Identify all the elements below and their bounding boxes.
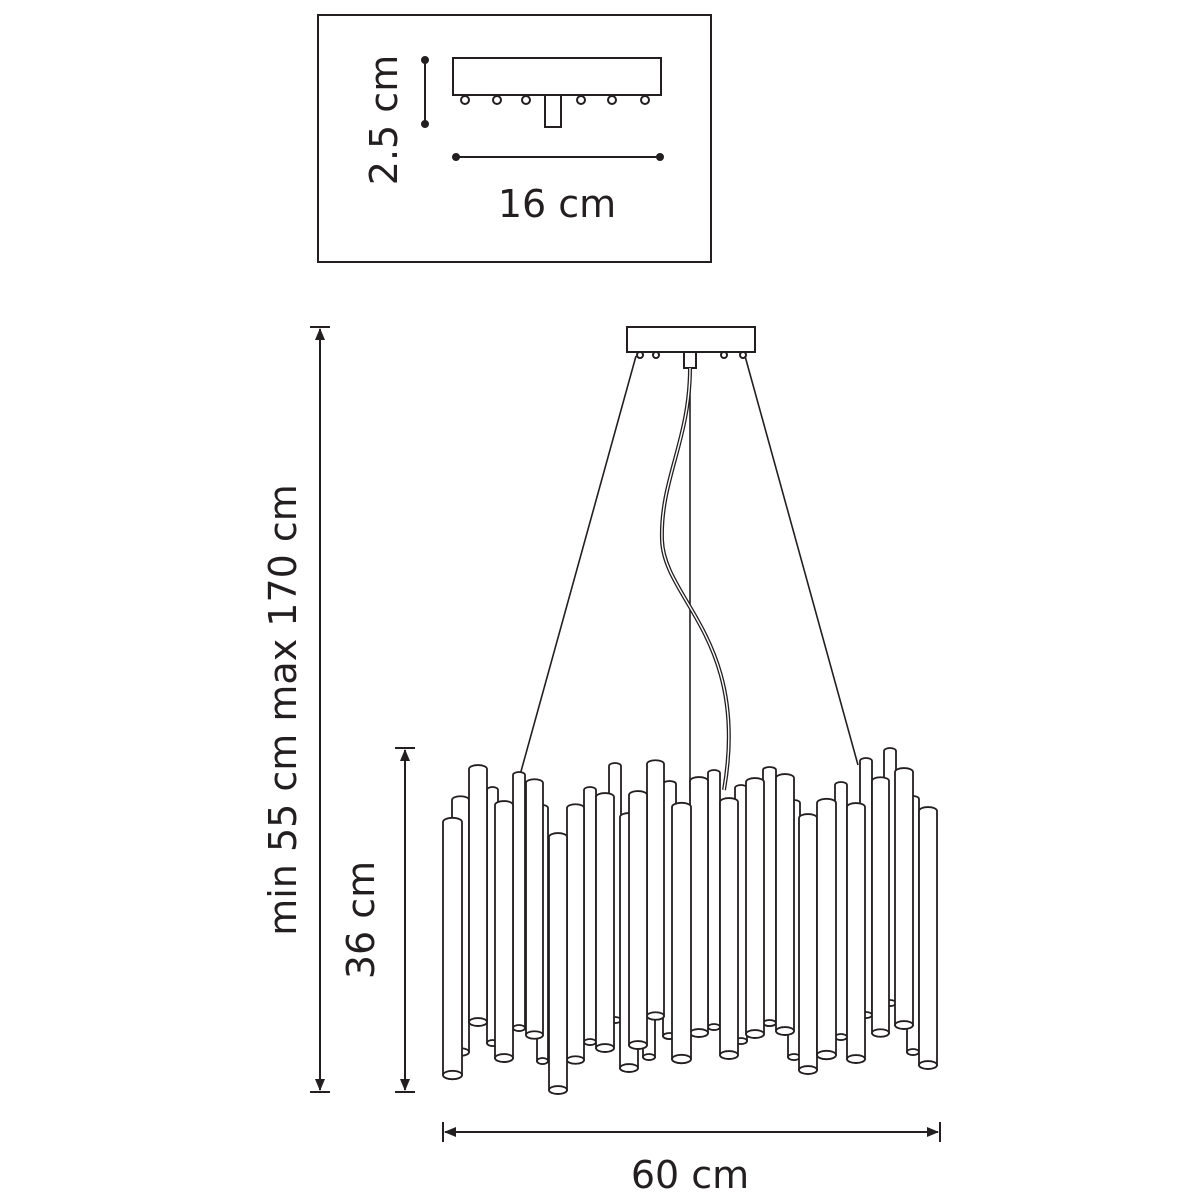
tube	[628, 790, 648, 1050]
tube	[548, 832, 568, 1095]
tube	[646, 759, 665, 1021]
canopy-detail-box: 2.5 cm 16 cm	[317, 14, 712, 263]
total-height-dimension	[310, 326, 330, 1093]
canopy-height-label: 2.5 cm	[362, 55, 406, 185]
canopy-width-label: 16 cm	[498, 182, 616, 226]
canopy-width-dimension	[452, 153, 664, 161]
tube	[745, 777, 765, 1039]
tube-cluster	[442, 747, 938, 1095]
power-cable	[659, 367, 731, 791]
tube	[918, 806, 938, 1070]
tube	[494, 800, 514, 1063]
tube	[525, 778, 544, 1040]
total-height-label: min 55 cm max 170 cm	[261, 484, 305, 936]
canopy-height-dimension	[421, 56, 429, 128]
tube	[719, 797, 739, 1060]
tube	[512, 771, 526, 1032]
body-height-dimension	[395, 747, 415, 1093]
ceiling-canopy	[626, 326, 756, 369]
tube	[442, 816, 463, 1081]
tube	[566, 803, 585, 1065]
canopy-plate-icon	[452, 57, 662, 128]
tube	[762, 766, 777, 1027]
tube	[595, 792, 615, 1053]
body-height-label: 36 cm	[339, 861, 383, 979]
tube	[816, 797, 837, 1061]
diameter-dimension	[442, 1122, 941, 1142]
tube	[671, 801, 692, 1065]
tube	[846, 802, 866, 1064]
tube	[468, 764, 488, 1027]
tube	[798, 813, 818, 1075]
tube	[775, 773, 795, 1036]
tube	[583, 786, 597, 1046]
tube	[689, 776, 709, 1038]
tube	[707, 769, 721, 1031]
diameter-label: 60 cm	[631, 1153, 749, 1197]
tube	[894, 767, 914, 1030]
suspension-wires	[519, 355, 859, 790]
tube	[871, 776, 890, 1038]
